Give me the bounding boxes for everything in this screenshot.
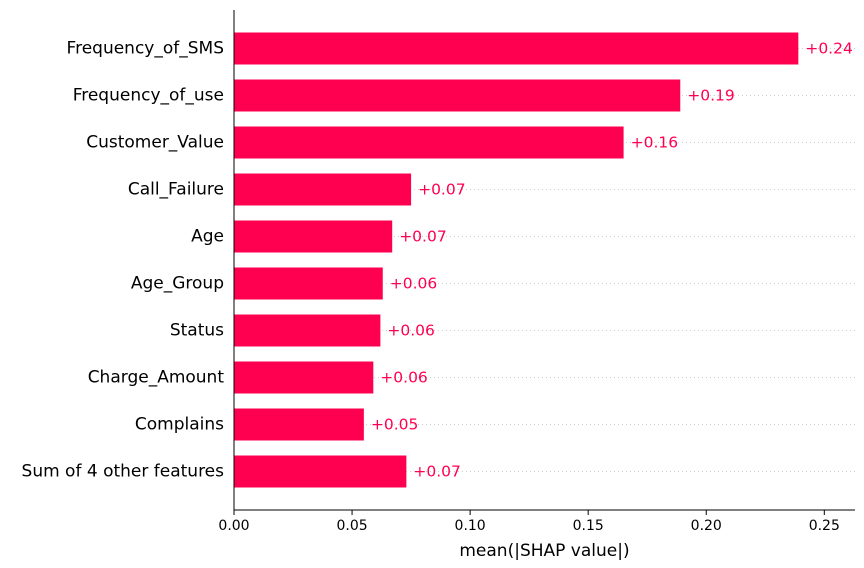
x-tick-label: 0.00 — [218, 518, 249, 534]
bar — [234, 32, 799, 65]
x-tick-label: 0.25 — [809, 518, 840, 534]
category-label: Sum of 4 other features — [22, 462, 225, 482]
x-tick-label: 0.05 — [336, 518, 367, 534]
bar-value-label: +0.07 — [399, 228, 447, 246]
x-tick-label: 0.15 — [573, 518, 604, 534]
bar — [234, 455, 407, 488]
category-label: Customer_Value — [86, 133, 224, 153]
bar — [234, 314, 381, 347]
bar — [234, 126, 624, 159]
row-guides — [234, 48, 855, 472]
bar-value-label: +0.05 — [371, 416, 419, 434]
category-label: Call_Failure — [128, 180, 224, 200]
bar-value-label: +0.19 — [687, 87, 735, 105]
bar-value-label: +0.16 — [631, 134, 679, 152]
x-axis-title: mean(|SHAP value|) — [459, 541, 629, 561]
bar-value-label: +0.07 — [418, 181, 466, 199]
category-labels: Frequency_of_SMS Frequency_of_use Customer… — [22, 39, 225, 482]
bar-value-label: +0.24 — [805, 40, 853, 58]
category-label: Frequency_of_SMS — [67, 39, 224, 59]
bars — [234, 32, 799, 488]
category-label: Charge_Amount — [88, 368, 225, 388]
category-label: Status — [170, 321, 224, 341]
bar — [234, 408, 364, 441]
bar — [234, 267, 383, 300]
bar — [234, 173, 412, 206]
bar — [234, 361, 374, 394]
bar-value-label: +0.06 — [390, 275, 438, 293]
bar-value-label: +0.06 — [380, 369, 428, 387]
category-label: Frequency_of_use — [73, 86, 224, 106]
bar — [234, 220, 393, 253]
x-tick-label: 0.10 — [455, 518, 486, 534]
bar — [234, 79, 681, 112]
category-label: Age — [191, 227, 224, 247]
x-axis-ticks: 0.00 0.05 0.10 0.15 0.20 0.25 — [218, 510, 840, 534]
bar-value-label: +0.07 — [413, 463, 461, 481]
category-label: Age_Group — [131, 274, 224, 294]
bar-value-label: +0.06 — [387, 322, 435, 340]
category-label: Complains — [135, 415, 224, 435]
value-labels: +0.24 +0.19 +0.16 +0.07 +0.07 +0.06 +0.06 +0.06… — [371, 40, 853, 481]
x-tick-label: 0.20 — [691, 518, 722, 534]
